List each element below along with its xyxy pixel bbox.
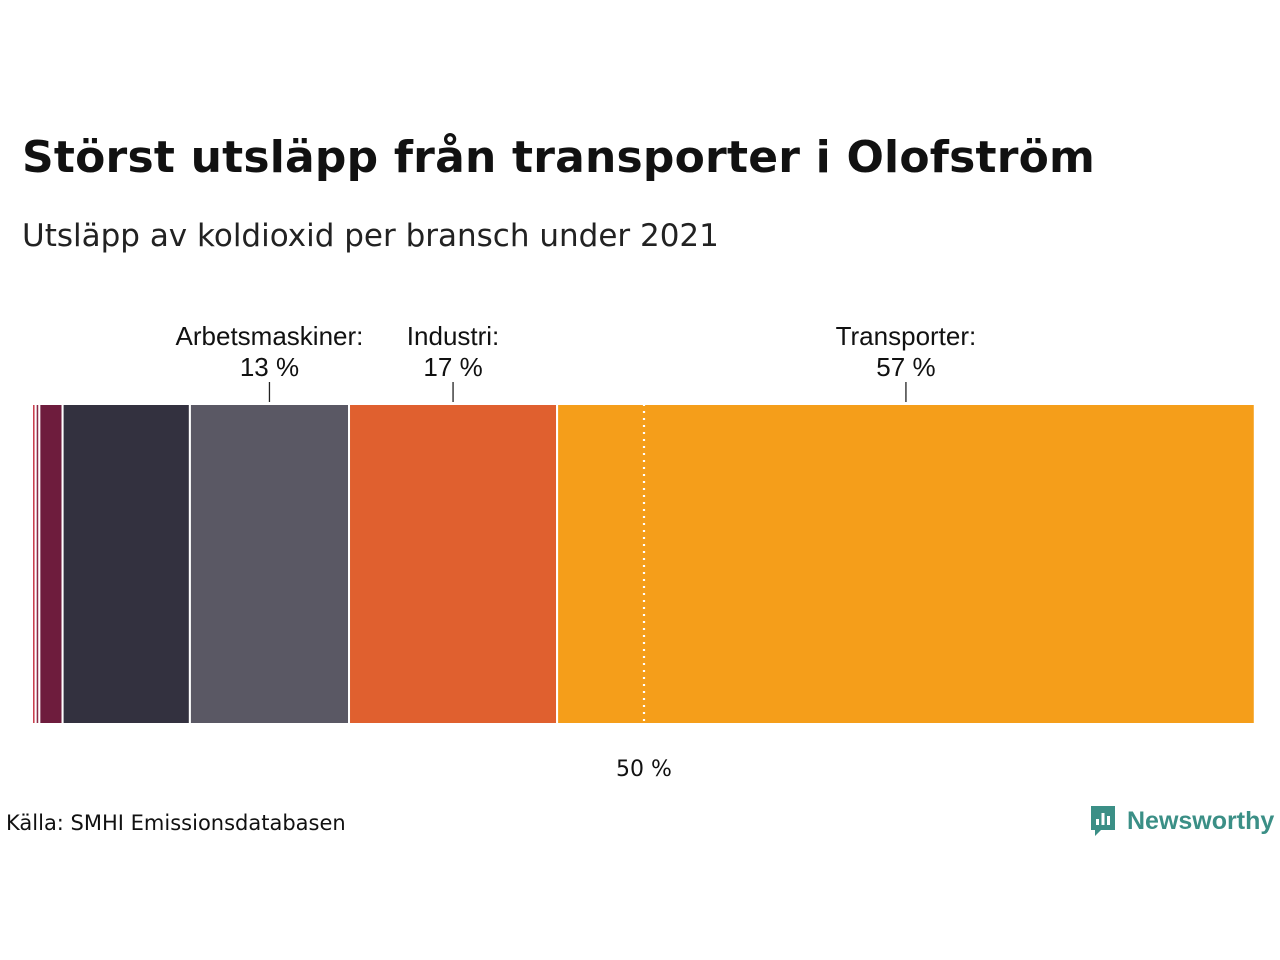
- stacked-bar-chart: Arbetsmaskiner:13 % Industri:17 % Transpor…: [31, 321, 1256, 782]
- segment-label-5: Arbetsmaskiner:: [176, 321, 364, 351]
- segment-label-7: Transporter:: [836, 321, 977, 351]
- newsworthy-logo-icon: [1091, 806, 1115, 836]
- segment-value-label-5: 13 %: [240, 352, 299, 382]
- bar-segment-6: [348, 403, 559, 725]
- bar-segment-7: [556, 403, 1256, 725]
- segment-value-label-6: 17 %: [423, 352, 482, 382]
- bar-segment-3: [38, 403, 64, 725]
- source-note: Källa: SMHI Emissionsdatabasen: [6, 811, 346, 835]
- chart-title: Störst utsläpp från transporter i Olofst…: [22, 132, 1096, 183]
- chart-subtitle: Utsläpp av koldioxid per bransch under 2…: [22, 218, 719, 254]
- bar-segment-4: [61, 403, 191, 725]
- reference-line-label: 50 %: [616, 757, 672, 782]
- brand-logo: Newsworthy: [1089, 804, 1274, 838]
- brand-name: Newsworthy: [1127, 806, 1275, 835]
- segment-value-label-7: 57 %: [876, 352, 935, 382]
- bar-segment-5: [188, 403, 351, 725]
- segment-label-6: Industri:: [407, 321, 500, 351]
